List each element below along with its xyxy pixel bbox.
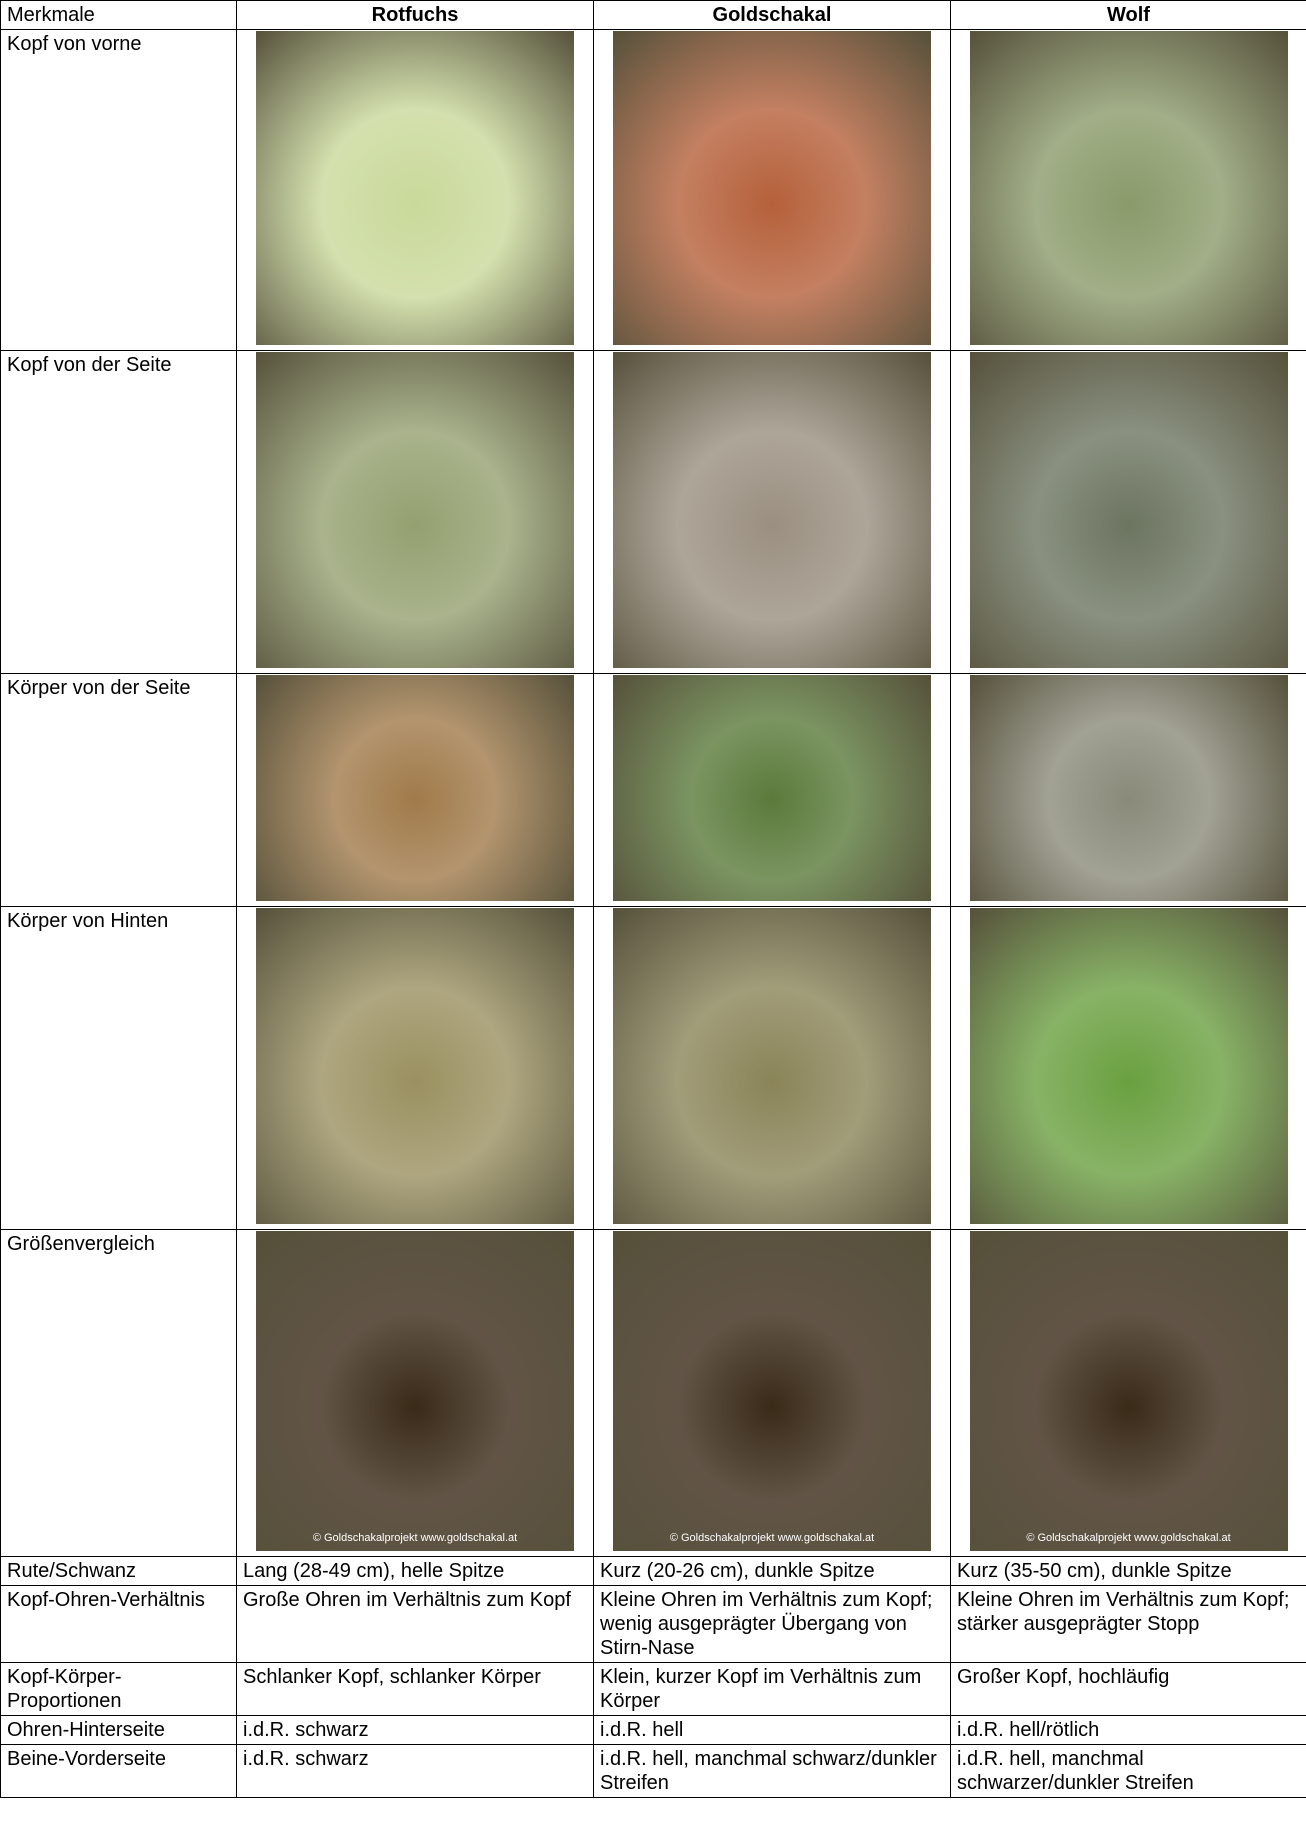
header-cell: Goldschakal — [593, 0, 951, 30]
photo — [256, 31, 574, 345]
image-cell — [950, 350, 1306, 674]
photo — [256, 352, 574, 668]
image-cell — [950, 673, 1306, 907]
text-cell: Schlanker Kopf, schlanker Körper — [236, 1662, 594, 1716]
image-cell — [950, 906, 1306, 1230]
image-cell: © Goldschakalprojekt www.goldschakal.at — [593, 1229, 951, 1557]
text-cell: i.d.R. hell, manchmal schwarzer/dunkler … — [950, 1744, 1306, 1798]
image-row: Körper von der Seite — [0, 673, 1306, 907]
text-cell: Lang (28-49 cm), helle Spitze — [236, 1556, 594, 1586]
photo — [613, 31, 931, 345]
feature-cell: Rute/Schwanz — [0, 1556, 237, 1586]
text-cell: Klein, kurzer Kopf im Verhältnis zum Kör… — [593, 1662, 951, 1716]
text-cell: Kleine Ohren im Verhältnis zum Kopf; wen… — [593, 1585, 951, 1663]
text-row: Rute/Schwanz Lang (28-49 cm), helle Spitz… — [0, 1556, 1306, 1586]
feature-cell: Kopf von der Seite — [0, 350, 237, 674]
photo — [256, 908, 574, 1224]
image-cell: © Goldschakalprojekt www.goldschakal.at — [236, 1229, 594, 1557]
image-row: Kopf von vorne — [0, 29, 1306, 351]
photo — [969, 31, 1288, 345]
feature-cell: Größenvergleich — [0, 1229, 237, 1557]
photo-caption: © Goldschakalprojekt www.goldschakal.at — [312, 1531, 518, 1544]
text-row: Kopf-Körper-Proportionen Schlanker Kopf, … — [0, 1662, 1306, 1716]
feature-cell: Körper von Hinten — [0, 906, 237, 1230]
image-cell — [236, 350, 594, 674]
header-row: Merkmale Rotfuchs Goldschakal Wolf — [0, 0, 1306, 30]
text-row: Ohren-Hinterseite i.d.R. schwarz i.d.R. he… — [0, 1715, 1306, 1745]
image-row: Kopf von der Seite — [0, 350, 1306, 674]
image-cell — [593, 350, 951, 674]
text-cell: Kurz (20-26 cm), dunkle Spitze — [593, 1556, 951, 1586]
text-cell: Großer Kopf, hochläufig — [950, 1662, 1306, 1716]
text-cell: i.d.R. schwarz — [236, 1715, 594, 1745]
text-cell: Große Ohren im Verhältnis zum Kopf — [236, 1585, 594, 1663]
table-body: Kopf von vorne Kopf von der Seite Körper v… — [0, 29, 1306, 1798]
image-cell — [236, 29, 594, 351]
text-cell: i.d.R. schwarz — [236, 1744, 594, 1798]
image-row: Körper von Hinten — [0, 906, 1306, 1230]
image-cell — [593, 906, 951, 1230]
feature-cell: Kopf-Ohren-Verhältnis — [0, 1585, 237, 1663]
image-cell — [236, 906, 594, 1230]
photo — [256, 675, 574, 901]
image-cell — [236, 673, 594, 907]
header-cell: Merkmale — [0, 0, 237, 30]
feature-cell: Kopf von vorne — [0, 29, 237, 351]
comparison-table: Merkmale Rotfuchs Goldschakal Wolf Kopf von… — [0, 0, 1306, 1798]
feature-cell: Beine-Vorderseite — [0, 1744, 237, 1798]
photo: © Goldschakalprojekt www.goldschakal.at — [969, 1231, 1288, 1551]
photo — [969, 908, 1288, 1224]
image-cell — [950, 29, 1306, 351]
text-cell: Kurz (35-50 cm), dunkle Spitze — [950, 1556, 1306, 1586]
photo: © Goldschakalprojekt www.goldschakal.at — [613, 1231, 931, 1551]
image-cell — [593, 29, 951, 351]
photo — [969, 352, 1288, 668]
text-cell: i.d.R. hell, manchmal schwarz/dunkler St… — [593, 1744, 951, 1798]
photo-caption: © Goldschakalprojekt www.goldschakal.at — [1026, 1531, 1231, 1544]
image-cell: © Goldschakalprojekt www.goldschakal.at — [950, 1229, 1306, 1557]
photo-caption: © Goldschakalprojekt www.goldschakal.at — [669, 1531, 875, 1544]
photo: © Goldschakalprojekt www.goldschakal.at — [256, 1231, 574, 1551]
photo — [969, 675, 1288, 901]
feature-cell: Kopf-Körper-Proportionen — [0, 1662, 237, 1716]
text-cell: Kleine Ohren im Verhältnis zum Kopf; stä… — [950, 1585, 1306, 1663]
text-cell: i.d.R. hell/rötlich — [950, 1715, 1306, 1745]
text-row: Beine-Vorderseite i.d.R. schwarz i.d.R. he… — [0, 1744, 1306, 1798]
feature-cell: Körper von der Seite — [0, 673, 237, 907]
feature-cell: Ohren-Hinterseite — [0, 1715, 237, 1745]
text-row: Kopf-Ohren-Verhältnis Große Ohren im Verh… — [0, 1585, 1306, 1663]
header-cell: Rotfuchs — [236, 0, 594, 30]
photo — [613, 352, 931, 668]
image-cell — [593, 673, 951, 907]
header-cell: Wolf — [950, 0, 1306, 30]
photo — [613, 908, 931, 1224]
image-row: Größenvergleich © Goldschakalprojekt www.… — [0, 1229, 1306, 1557]
photo — [613, 675, 931, 901]
text-cell: i.d.R. hell — [593, 1715, 951, 1745]
